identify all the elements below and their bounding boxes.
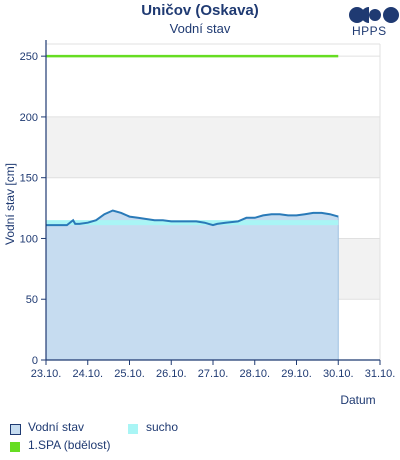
y-tick-label: 0 (32, 355, 38, 367)
x-tick-label: 27.10. (198, 368, 229, 380)
y-axis-label: Vodní stav [cm] (3, 163, 17, 245)
water-level-line (46, 209, 339, 227)
x-tick-label: 29.10. (281, 368, 312, 380)
x-axis-label: Datum (340, 393, 375, 407)
y-tick-label: 100 (20, 233, 38, 245)
y-tick-label: 150 (20, 173, 38, 185)
y-tick-label: 50 (26, 294, 38, 306)
legend-label-water: Vodní stav (28, 420, 85, 434)
chart-subtitle: Vodní stav (169, 21, 231, 36)
background-band (46, 116, 380, 178)
y-tick-label: 250 (20, 51, 38, 63)
x-tick-label: 31.10. (365, 368, 396, 380)
logo-text: HPPS (352, 24, 387, 38)
chart-title: Uničov (Oskava) (141, 2, 259, 19)
axes: 0 50 100 150 200 250 23.10. 24.10. 25.10. 26.10. 2… (20, 40, 396, 380)
legend-swatch-spa1 (10, 442, 20, 452)
y-tick-label: 200 (20, 112, 38, 124)
legend-swatch-water (10, 424, 21, 435)
x-tick-label: 23.10. (31, 368, 62, 380)
x-tick-label: 25.10. (114, 368, 145, 380)
x-tick-label: 24.10. (72, 368, 103, 380)
water-level-area (46, 210, 339, 360)
x-tick-label: 26.10. (156, 368, 187, 380)
x-tick-label: 28.10. (239, 368, 270, 380)
x-tick-label: 30.10. (323, 368, 354, 380)
series-layer (46, 54, 339, 360)
hpps-logo-icon (349, 7, 399, 23)
chart: 0 50 100 150 200 250 23.10. 24.10. 25.10. 26.10. 2… (3, 40, 396, 407)
legend-label-spa1: 1.SPA (bdělost) (28, 438, 111, 452)
legend-swatch-drought (128, 424, 138, 434)
legend-label-drought: sucho (146, 420, 179, 434)
